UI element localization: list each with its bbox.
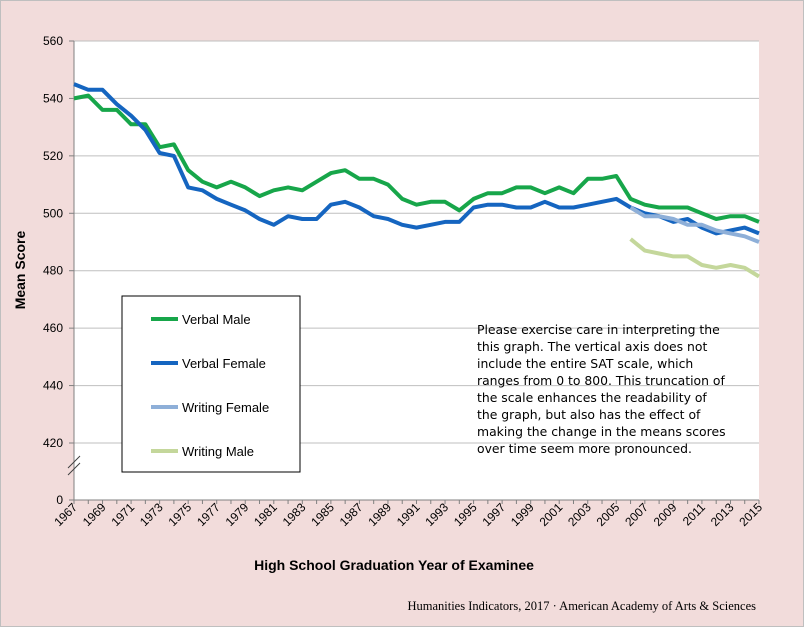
x-tick-label-1981: 1981	[251, 500, 280, 529]
x-tick-label-2003: 2003	[565, 500, 594, 529]
y-tick-label-540: 540	[43, 91, 63, 105]
note-line-2: this graph. The vertical axis does not	[477, 339, 707, 354]
x-tick-label-1969: 1969	[80, 500, 109, 529]
x-tick-label-2011: 2011	[680, 500, 708, 528]
note-line-4: ranges from 0 to 800. This truncation of	[477, 373, 725, 388]
x-tick-label-1975: 1975	[166, 500, 195, 529]
note-line-6: the graph, but also has the effect of	[477, 407, 701, 422]
legend-box	[121, 295, 301, 473]
x-tick-label-1993: 1993	[422, 500, 451, 529]
x-tick-label-1983: 1983	[280, 500, 309, 529]
y-axis-title: Mean Score	[12, 230, 28, 309]
y-tick-label-500: 500	[43, 206, 63, 220]
y-tick-label-0: 0	[56, 493, 63, 507]
x-tick-label-1995: 1995	[451, 500, 480, 529]
x-tick-label-2013: 2013	[708, 500, 737, 529]
series-lines	[73, 82, 761, 279]
series-line-verbal-male	[73, 93, 760, 224]
note-line-7: making the change in the means scores	[477, 424, 726, 439]
series-line-writing-male	[629, 237, 761, 279]
note-line-8: over time seem more pronounced.	[477, 441, 692, 456]
x-tick-label-1991: 1991	[394, 500, 423, 529]
legend-label-verbal-male: Verbal Male	[182, 312, 251, 327]
legend-label-verbal-female: Verbal Female	[182, 356, 266, 371]
x-tick-label-1985: 1985	[308, 500, 337, 529]
legend-label-writing-female: Writing Female	[182, 400, 269, 415]
x-tick-label-1987: 1987	[337, 500, 366, 529]
note-line-1: Please exercise care in interpreting the	[477, 322, 720, 337]
x-tick-label-1973: 1973	[137, 500, 166, 529]
legend-label-writing-male: Writing Male	[182, 444, 254, 459]
note-line-3: include the entire SAT scale, which	[477, 356, 693, 371]
y-tick-label-560: 560	[43, 34, 63, 48]
x-tick-label-1989: 1989	[365, 500, 394, 529]
x-tick-label-1979: 1979	[223, 500, 252, 529]
x-axis-title: High School Graduation Year of Examinee	[254, 557, 534, 573]
x-tick-label-2015: 2015	[736, 500, 765, 529]
x-tick-label-2001: 2001	[537, 500, 566, 529]
note-line-5: the scale enhances the readability of	[477, 390, 707, 405]
note: Please exercise care in interpreting the…	[477, 322, 726, 456]
axis-break-mark-2	[67, 462, 81, 476]
x-tick-label-2007: 2007	[622, 500, 651, 529]
axis-break-mark-1	[67, 455, 81, 469]
y-tick-label-520: 520	[43, 149, 63, 163]
legend: Verbal Male Verbal Female Writing Female Wr…	[121, 295, 301, 473]
x-tick-label-1999: 1999	[508, 500, 537, 529]
series-line-verbal-female	[73, 82, 760, 236]
y-tick-label-460: 460	[43, 321, 63, 335]
x-tick-label-1997: 1997	[479, 500, 508, 529]
x-tick-label-2005: 2005	[594, 500, 623, 529]
y-tick-label-420: 420	[43, 436, 63, 450]
y-tick-label-480: 480	[43, 264, 63, 278]
y-tick-label-440: 440	[43, 379, 63, 393]
source-credit: Humanities Indicators, 2017 · American A…	[407, 599, 756, 613]
x-tick-label-1977: 1977	[194, 500, 223, 529]
x-tick-label-2009: 2009	[651, 500, 680, 529]
series-line-writing-female	[629, 205, 760, 244]
x-tick-label-1971: 1971	[108, 500, 137, 529]
